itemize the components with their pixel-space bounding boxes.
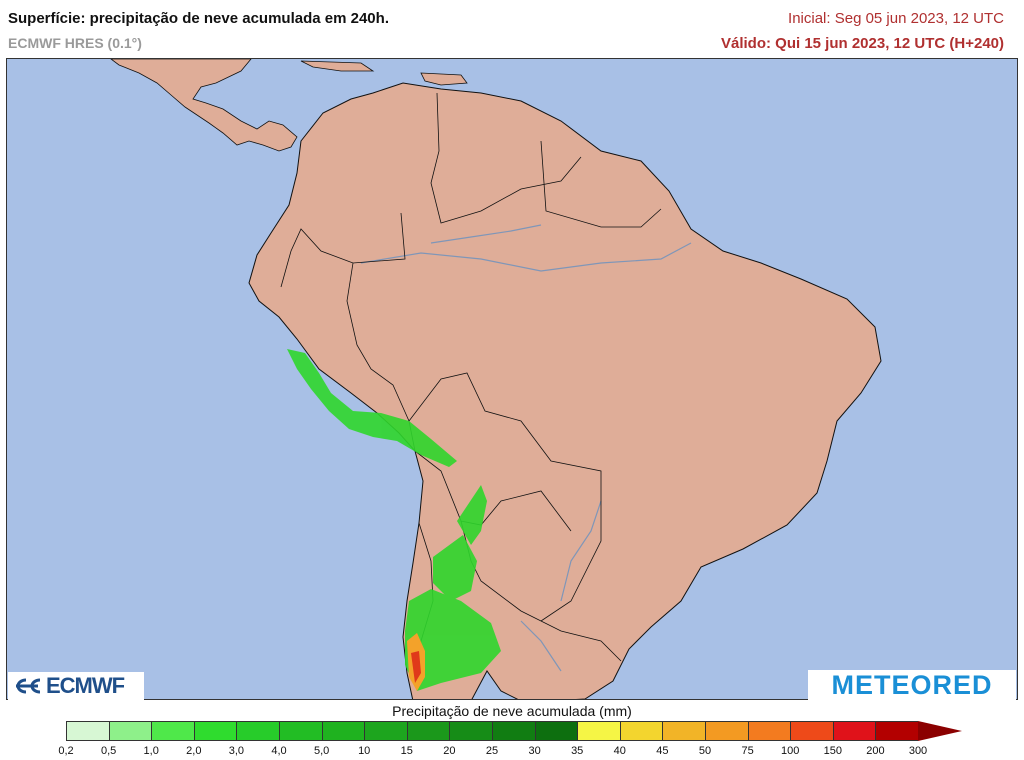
colorbar-tick-label: 20: [443, 745, 456, 757]
colorbar-tick-label: 40: [613, 745, 626, 757]
colorbar-cell: [875, 721, 918, 741]
colorbar-cell: [449, 721, 492, 741]
map-title: Superfície: precipitação de neve acumula…: [8, 10, 389, 27]
colorbar-cell: [619, 721, 663, 741]
colorbar-tick-label: 300: [908, 745, 928, 757]
colorbar-tick-label: 75: [741, 745, 754, 757]
legend-title: Precipitação de neve acumulada (mm): [392, 703, 632, 719]
south-america-landmass: [248, 82, 882, 699]
colorbar-tick-label: 50: [698, 745, 712, 757]
rivers: [360, 224, 692, 672]
colorbar-cell: [406, 721, 450, 741]
cuba: [300, 60, 375, 72]
colorbar-cell: [278, 721, 322, 741]
snow-map[interactable]: [6, 58, 1018, 700]
colorbar-tick-label: 10: [358, 745, 371, 757]
snow-central-argentina: [433, 535, 477, 601]
colorbar-cell: [577, 721, 620, 741]
colorbar-tick-label: 35: [571, 745, 584, 757]
colorbar-tick-label: 150: [823, 745, 842, 757]
colorbar-cell: [193, 721, 237, 741]
colorbar-cell: [704, 721, 748, 741]
init-time: Inicial: Seg 05 jun 2023, 12 UTC: [788, 10, 1004, 27]
colorbar-ticks: 0,2 0,5 1,0 2,0 3,0 4,0 5,0 10 15 20 25 30 35 40 45 50 7…: [58, 745, 946, 759]
colorbar-cell: [747, 721, 791, 741]
snow-extreme: [411, 651, 421, 683]
colorbar-cell: [832, 721, 876, 741]
colorbar-cell: [108, 721, 152, 741]
colorbar-tick-label: 4,0: [271, 745, 287, 757]
ecmwf-logo-text: ECMWF: [46, 673, 125, 698]
colorbar-tick-label: 0,5: [100, 745, 117, 757]
colorbar-cell: [321, 721, 365, 741]
colorbar-cell: [534, 721, 578, 741]
colorbar-arrow: [917, 721, 962, 741]
colorbar-cell: [66, 721, 109, 741]
colorbar: [66, 721, 962, 741]
colorbar-cell: [790, 721, 833, 741]
colorbar-tick-label: 3,0: [228, 745, 245, 757]
colorbar-tick-label: 15: [400, 745, 413, 757]
hispaniola: [420, 72, 468, 86]
central-america-landmass: [110, 59, 298, 152]
colorbar-tick-label: 2,0: [186, 745, 202, 757]
colorbar-cell: [662, 721, 705, 741]
colorbar-tick-label: 25: [485, 745, 499, 757]
valid-time: Válido: Qui 15 jun 2023, 12 UTC (H+240): [720, 35, 1004, 52]
colorbar-cell: [151, 721, 194, 741]
colorbar-tick-label: 30: [528, 745, 541, 757]
model-label: ECMWF HRES (0.1°): [8, 35, 142, 51]
colorbar-tick-label: 100: [781, 745, 800, 757]
ecmwf-logo: ECMWF: [8, 672, 144, 700]
snow-peru-andes: [287, 349, 457, 467]
colorbar-cell: [364, 721, 407, 741]
meteored-logo-text: METEORED: [831, 669, 993, 700]
snow-patagonia-andes: [405, 589, 501, 691]
ecmwf-logo-icon: [16, 678, 41, 694]
colorbar-tick-label: 0,2: [58, 745, 74, 757]
meteored-logo: METEORED: [808, 670, 1016, 700]
colorbar-cell: [491, 721, 535, 741]
colorbar-tick-label: 1,0: [143, 745, 159, 757]
snow-north-argentina: [457, 485, 487, 545]
colorbar-tick-label: 45: [656, 745, 669, 757]
colorbar-tick-label: 200: [866, 745, 885, 757]
colorbar-cell: [236, 721, 279, 741]
colorbar-tick-label: 5,0: [313, 745, 330, 757]
snow-accumulation: [287, 349, 501, 691]
